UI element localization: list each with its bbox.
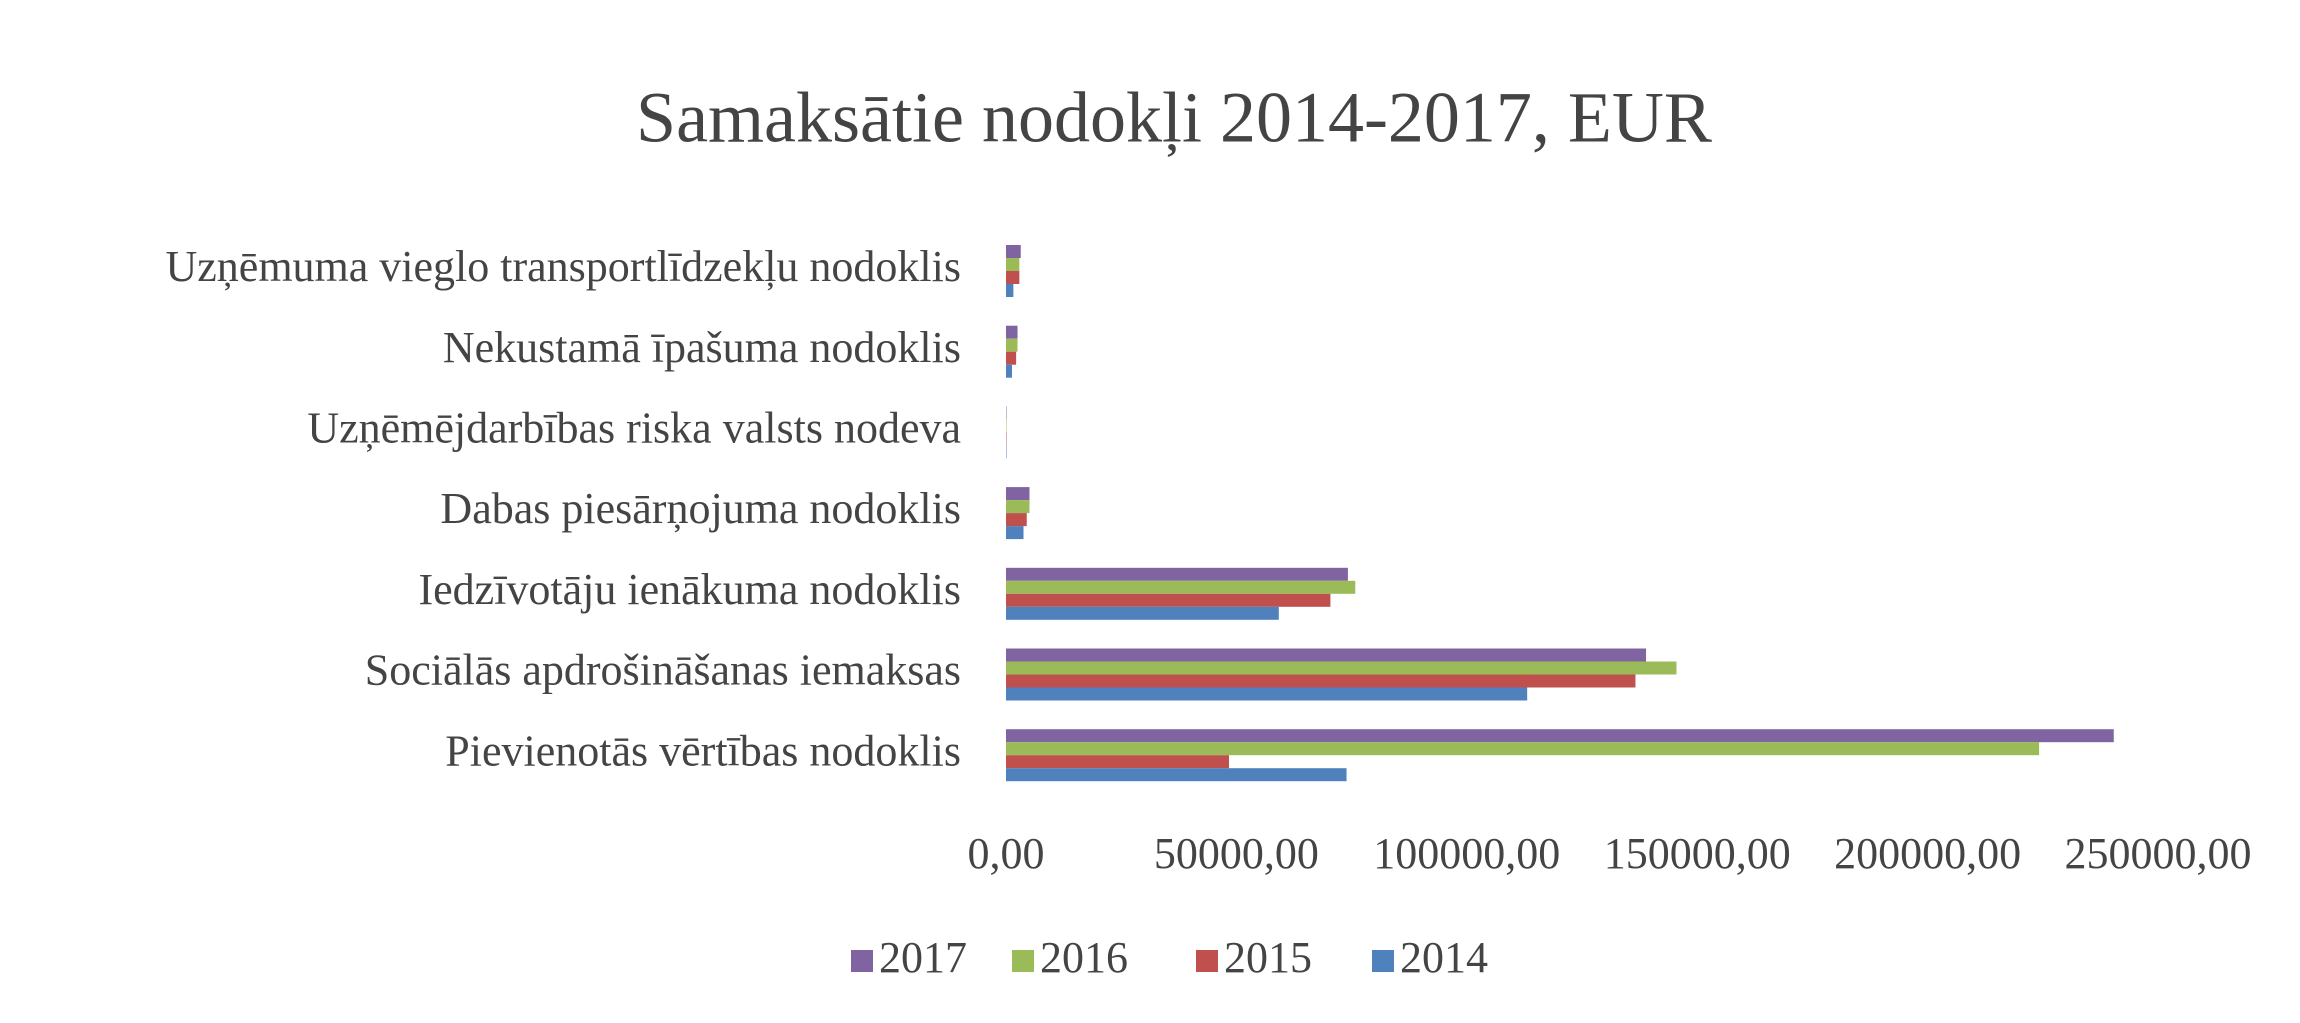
bar (1006, 487, 1030, 501)
legend-label: 2016 (1040, 933, 1128, 982)
bar (1006, 338, 1018, 352)
bar (1006, 567, 1348, 581)
y-tick-label: Nekustamā īpašuma nodoklis (443, 323, 961, 372)
legend-swatch (851, 950, 873, 972)
x-tick-label: 100000,00 (1373, 829, 1560, 878)
bar (1006, 271, 1020, 284)
bar (1006, 364, 1012, 378)
y-tick-label: Uzņēmējdarbības riska valsts nodeva (307, 403, 961, 452)
legend-swatch (1196, 950, 1218, 972)
bar (1006, 742, 2040, 756)
legend-swatch (1372, 950, 1394, 972)
y-tick-label: Dabas piesārņojuma nodoklis (440, 484, 961, 533)
y-tick-label: Iedzīvotāju ienākuma nodoklis (418, 565, 961, 614)
legend-label: 2014 (1400, 933, 1488, 982)
bar (1006, 284, 1014, 297)
x-tick-label: 0,00 (968, 829, 1045, 878)
bar (1006, 593, 1331, 607)
legend-swatch (1012, 950, 1034, 972)
bar (1006, 606, 1279, 620)
x-tick-label: 250000,00 (2065, 829, 2252, 878)
bar (1006, 648, 1647, 662)
x-tick-label: 200000,00 (1834, 829, 2021, 878)
y-tick-label: Sociālās apdrošināšanas iemaksas (365, 646, 961, 695)
legend-label: 2015 (1224, 933, 1312, 982)
y-tick-label: Pievienotās vērtības nodoklis (445, 726, 961, 775)
bar (1006, 245, 1021, 258)
bar (1006, 351, 1017, 365)
bar (1006, 258, 1020, 271)
bar (1006, 500, 1030, 514)
legend-label: 2017 (879, 933, 967, 982)
bar (1006, 661, 1677, 675)
bar (1006, 687, 1528, 701)
bar (1006, 768, 1347, 782)
bar (1006, 755, 1230, 769)
bar (1006, 580, 1356, 594)
bar (1006, 513, 1027, 527)
bar (1006, 325, 1018, 339)
x-tick-label: 150000,00 (1604, 829, 1791, 878)
bar (1006, 526, 1024, 540)
chart-title: Samaksātie nodokļi 2014-2017, EUR (636, 78, 1712, 158)
x-tick-label: 50000,00 (1154, 829, 1319, 878)
bar (1006, 674, 1636, 688)
y-tick-label: Uzņēmuma vieglo transportlīdzekļu nodokl… (165, 242, 961, 291)
bar (1006, 729, 2114, 743)
